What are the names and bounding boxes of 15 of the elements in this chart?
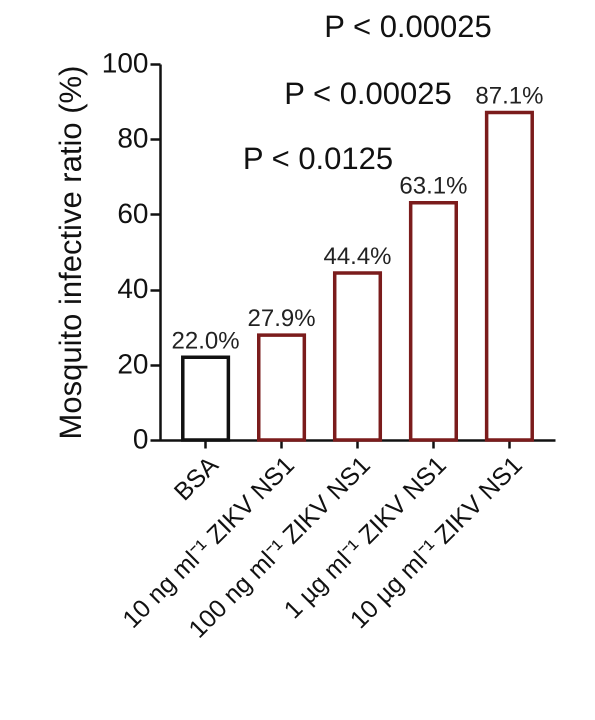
y-tick-label: 20 — [117, 348, 148, 380]
text: P < 0.00025 — [324, 9, 492, 44]
data-label: 87.1% — [475, 82, 544, 110]
annotation: P < 0.00025 — [284, 76, 452, 111]
y-tick-label: 0 — [132, 424, 148, 454]
y-tick-label: 80 — [117, 122, 148, 154]
y-tick-label: 100 — [102, 48, 148, 78]
y-tick-label: 40 — [117, 273, 148, 304]
annotation: P < 0.0125 — [242, 141, 394, 176]
y-tick-label: 60 — [117, 198, 148, 229]
data-label: 22.0% — [172, 327, 240, 354]
data-label: 63.1% — [399, 172, 468, 200]
y-axis-title: Mosquito infective ratio (%) — [52, 66, 88, 440]
data-label: 27.9% — [248, 305, 316, 332]
data-label: 44.4% — [323, 243, 392, 270]
